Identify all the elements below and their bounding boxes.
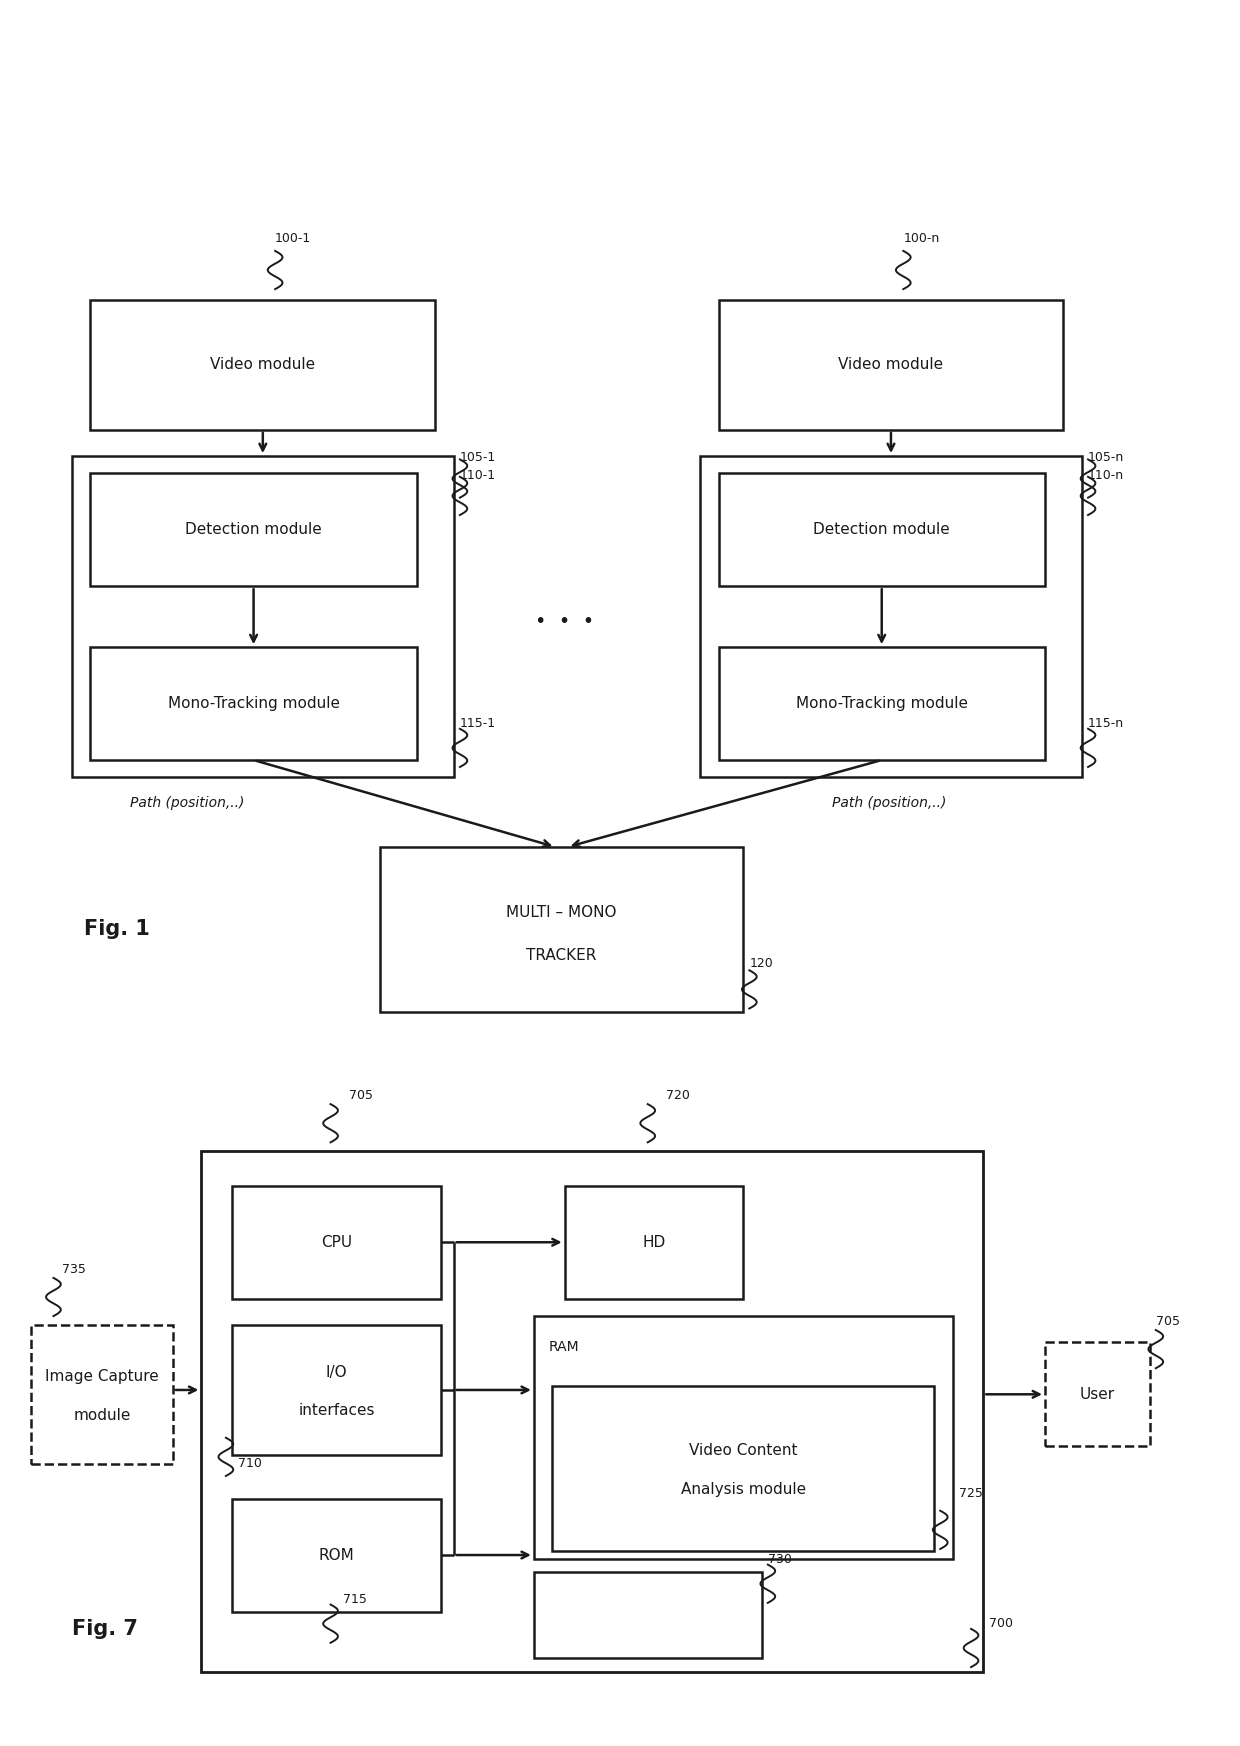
Bar — [232, 1498, 441, 1612]
Bar — [72, 456, 454, 777]
Text: 730: 730 — [768, 1552, 791, 1566]
Text: 715: 715 — [343, 1592, 367, 1606]
Text: interfaces: interfaces — [299, 1404, 374, 1418]
Text: Analysis module: Analysis module — [681, 1482, 806, 1496]
Text: Video Content: Video Content — [689, 1444, 797, 1458]
Text: Mono-Tracking module: Mono-Tracking module — [167, 697, 340, 711]
Bar — [552, 1386, 934, 1550]
Text: Detection module: Detection module — [185, 522, 322, 538]
Text: Image Capture: Image Capture — [45, 1369, 159, 1385]
Text: Path (position,..): Path (position,..) — [832, 796, 947, 810]
Bar — [91, 473, 417, 587]
Text: 120: 120 — [749, 957, 773, 969]
Text: User: User — [1080, 1386, 1115, 1402]
Text: 105-n: 105-n — [1087, 450, 1125, 464]
Bar — [201, 1151, 983, 1673]
Text: Fig. 1: Fig. 1 — [84, 920, 150, 939]
Bar — [232, 1186, 441, 1299]
Text: CPU: CPU — [321, 1234, 352, 1250]
Text: TRACKER: TRACKER — [526, 948, 596, 964]
Bar — [533, 1316, 952, 1559]
Bar — [91, 300, 435, 430]
Bar — [31, 1325, 172, 1463]
Text: Fig. 7: Fig. 7 — [72, 1619, 138, 1639]
Text: 100-n: 100-n — [903, 232, 940, 244]
Text: 115-n: 115-n — [1087, 718, 1125, 730]
Bar — [718, 473, 1045, 587]
Text: I/O: I/O — [326, 1365, 347, 1379]
Text: ROM: ROM — [319, 1547, 355, 1563]
Text: 700: 700 — [990, 1617, 1013, 1631]
Text: 720: 720 — [666, 1090, 691, 1102]
Text: Detection module: Detection module — [813, 522, 950, 538]
Text: 705: 705 — [348, 1090, 373, 1102]
Bar — [232, 1325, 441, 1454]
Text: 110-n: 110-n — [1087, 468, 1125, 482]
Text: Mono-Tracking module: Mono-Tracking module — [796, 697, 967, 711]
Text: HD: HD — [642, 1234, 666, 1250]
Text: 735: 735 — [62, 1262, 86, 1276]
Bar — [718, 300, 1064, 430]
Text: Video module: Video module — [211, 358, 315, 372]
Text: module: module — [73, 1407, 130, 1423]
Text: •  •  •: • • • — [534, 611, 594, 630]
Bar — [718, 648, 1045, 760]
Text: 705: 705 — [1156, 1315, 1179, 1327]
Text: 710: 710 — [238, 1458, 262, 1470]
Bar — [91, 648, 417, 760]
Bar — [379, 847, 743, 1013]
Bar — [701, 456, 1081, 777]
Bar — [533, 1571, 761, 1659]
Bar — [564, 1186, 743, 1299]
Text: Video module: Video module — [838, 358, 944, 372]
Text: 100-1: 100-1 — [275, 232, 311, 244]
Bar — [1045, 1343, 1149, 1446]
Text: 725: 725 — [959, 1488, 982, 1500]
Text: 105-1: 105-1 — [460, 450, 496, 464]
Text: 110-1: 110-1 — [460, 468, 496, 482]
Text: Path (position,..): Path (position,..) — [130, 796, 244, 810]
Text: RAM: RAM — [548, 1341, 579, 1355]
Text: 115-1: 115-1 — [460, 718, 496, 730]
Text: MULTI – MONO: MULTI – MONO — [506, 904, 616, 920]
